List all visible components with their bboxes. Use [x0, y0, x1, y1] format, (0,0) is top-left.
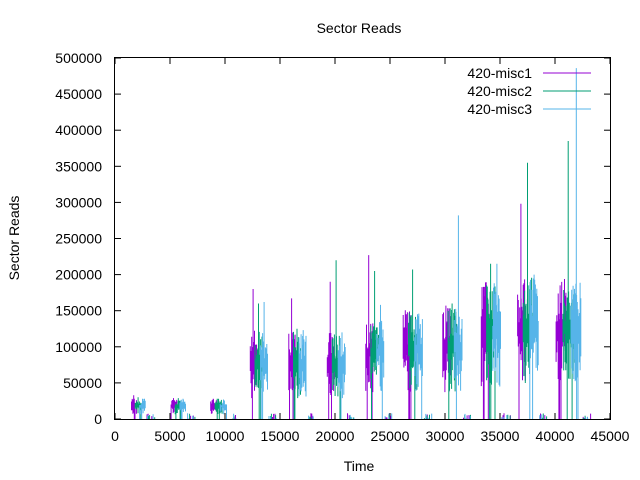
y-axis-ticks: 0 50000 100000 150000 200000 250000 300000 3500…	[55, 50, 610, 427]
series-420-misc3	[139, 68, 590, 419]
chart-title: Sector Reads	[317, 20, 402, 36]
plot-series	[131, 68, 592, 419]
x-tick-label: 30000	[426, 428, 465, 444]
series-420-misc2	[134, 141, 586, 419]
y-tick-label: 200000	[55, 267, 102, 283]
y-tick-label: 450000	[55, 86, 102, 102]
y-tick-label: 400000	[55, 122, 102, 138]
x-axis-ticks: 0 5000 10000 15000 20000 25000 30000 35000 40000…	[111, 58, 630, 444]
x-tick-label: 0	[111, 428, 119, 444]
x-tick-label: 25000	[371, 428, 410, 444]
x-axis-label: Time	[344, 458, 375, 474]
x-tick-label: 5000	[154, 428, 185, 444]
y-tick-label: 300000	[55, 194, 102, 210]
x-tick-label: 35000	[481, 428, 520, 444]
y-tick-label: 250000	[55, 231, 102, 247]
legend-label: 420-misc3	[467, 101, 532, 117]
x-tick-label: 45000	[591, 428, 630, 444]
x-tick-label: 40000	[536, 428, 575, 444]
series-line	[131, 203, 592, 419]
x-tick-label: 15000	[261, 428, 300, 444]
legend-label: 420-misc1	[467, 65, 532, 81]
series-line	[134, 141, 586, 419]
y-tick-label: 0	[94, 411, 102, 427]
plot-frame	[114, 57, 611, 420]
y-tick-label: 100000	[55, 339, 102, 355]
x-tick-label: 20000	[316, 428, 355, 444]
y-tick-label: 50000	[63, 375, 102, 391]
series-line	[139, 68, 590, 419]
y-tick-label: 150000	[55, 303, 102, 319]
legend-label: 420-misc2	[467, 83, 532, 99]
series-420-misc1	[131, 203, 592, 419]
y-axis-label: Sector Reads	[6, 196, 22, 281]
y-tick-label: 500000	[55, 50, 102, 66]
legend: 420-misc1 420-misc2 420-misc3	[467, 65, 591, 117]
x-tick-label: 10000	[206, 428, 245, 444]
y-tick-label: 350000	[55, 158, 102, 174]
